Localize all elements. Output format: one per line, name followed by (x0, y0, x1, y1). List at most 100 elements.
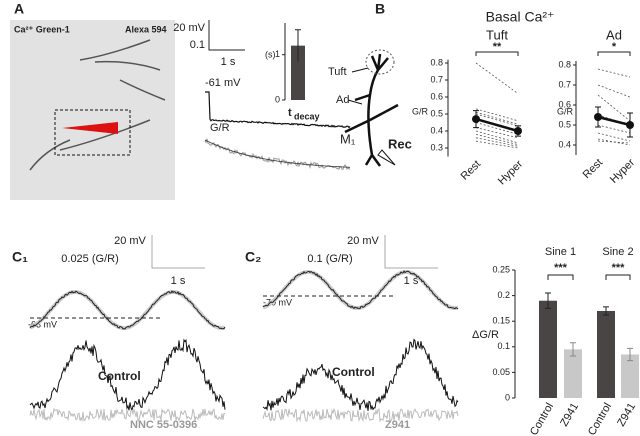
cell-line (475, 137, 519, 147)
neuron-label: Tuft (328, 66, 347, 78)
y-tick-label: 0.4 (558, 139, 571, 149)
significance: *** (612, 262, 626, 274)
y-tick-label: 0.1 (497, 341, 510, 351)
cell-line (475, 130, 519, 144)
x-tick-label: t (288, 107, 292, 119)
x-tick-label: Rest (581, 157, 605, 181)
y-tick-label: 0.2 (497, 290, 510, 300)
cell-line (475, 122, 519, 135)
y-tick-label: 0.8 (430, 57, 443, 67)
cell-line (475, 108, 519, 122)
scale-label: 1 s (404, 275, 419, 287)
significance-bracket (547, 274, 574, 280)
scale-bar (384, 235, 438, 269)
mean-line (597, 115, 631, 127)
x-tick-label: Hyper (608, 156, 637, 185)
sine-trace (29, 290, 226, 330)
mean-point (514, 127, 522, 135)
x-tick-label: Z941 (615, 401, 638, 429)
y-tick-label: 0.05 (492, 367, 510, 377)
sine-trace (262, 270, 459, 310)
y-tick-label: 0.6 (430, 91, 443, 101)
cell-line (597, 124, 631, 134)
trace-label: NNC 55-0396 (130, 419, 197, 431)
neuron (344, 53, 399, 167)
trace-label: G/R (210, 122, 230, 134)
error-bar (603, 306, 609, 316)
x-tick-label: Z941 (558, 401, 581, 429)
y-tick-label: 0.25 (492, 264, 510, 274)
y-tick-label: 0.6 (558, 99, 571, 109)
cell-line (475, 113, 519, 127)
cell-line (597, 140, 631, 144)
scale-label: 1 s (171, 275, 186, 287)
cell-line (475, 62, 519, 94)
scale-bar (208, 20, 245, 51)
y-tick-label: 0.5 (558, 119, 571, 129)
y-tick-label: 0.7 (430, 74, 443, 84)
y-tick-label: 0.8 (558, 59, 571, 69)
mean-point (472, 115, 480, 124)
error-bar (570, 342, 576, 357)
cell-line (597, 68, 631, 78)
image-label: Alexa 594 (125, 24, 167, 34)
roi (62, 122, 118, 134)
significance: *** (554, 262, 568, 274)
x-tick-label: Rest (459, 158, 483, 182)
neuron-label: M₁ (340, 131, 356, 146)
calcium-trace (204, 138, 351, 170)
vm-label: -61 mV (205, 77, 241, 89)
scale-label: 20 mV (347, 235, 379, 247)
scale-bar (151, 235, 205, 269)
y-axis-label: ΔG/R (472, 329, 499, 341)
cell-line (475, 140, 519, 149)
dendrite (29, 39, 166, 171)
calcium-fit (204, 139, 350, 168)
trace-label: Control (332, 365, 375, 379)
cell-line (597, 94, 631, 122)
scale-label: 1 s (221, 56, 236, 68)
y-axis-label: (s) (265, 49, 276, 59)
sine-trace (262, 270, 459, 310)
error-bar (627, 347, 633, 362)
group-label: Sine 1 (545, 246, 576, 258)
significance: * (612, 41, 617, 53)
scale-label: 0.1 (190, 39, 205, 51)
cell-line (597, 84, 631, 98)
x-tick-label: Hyper (496, 158, 525, 187)
panel-label: C₂ (245, 249, 261, 265)
cell-line (475, 111, 519, 125)
cell-line (475, 127, 519, 139)
y-tick-label: 0.3 (430, 142, 443, 152)
scale-label: 0.025 (G/R) (61, 253, 118, 265)
neuron-label: Rec (388, 136, 412, 151)
y-tick-label: 0 (505, 392, 510, 402)
cell-line (475, 134, 519, 145)
sine-trace (29, 290, 226, 330)
vm-label: -63 mV (28, 319, 57, 329)
significance-bracket (475, 51, 519, 56)
bar (539, 300, 557, 398)
significance-bracket (597, 51, 631, 56)
vm-label: -70 mV (263, 297, 292, 307)
calcium-trace (29, 407, 225, 423)
y-tick-label: 1 (275, 49, 280, 59)
calcium-trace (262, 407, 459, 423)
mean-line (475, 117, 519, 133)
trace-label: Z941 (385, 419, 410, 431)
bar (291, 45, 305, 100)
y-axis-label: G/R (412, 106, 429, 116)
chart-title: Ad (606, 27, 622, 42)
panel-label: C₁ (12, 249, 28, 265)
calcium-trace (262, 338, 459, 412)
scale-label: 0.1 (G/R) (307, 253, 352, 265)
roi-box (54, 109, 131, 156)
y-tick-label: 0.4 (430, 125, 443, 135)
x-tick-label: Control (586, 401, 614, 436)
calcium-trace (29, 338, 226, 412)
y-axis-label: G/R (557, 106, 574, 116)
y-tick-label: 0.15 (492, 316, 510, 326)
voltage-trace (205, 91, 351, 129)
electrode (377, 149, 396, 166)
